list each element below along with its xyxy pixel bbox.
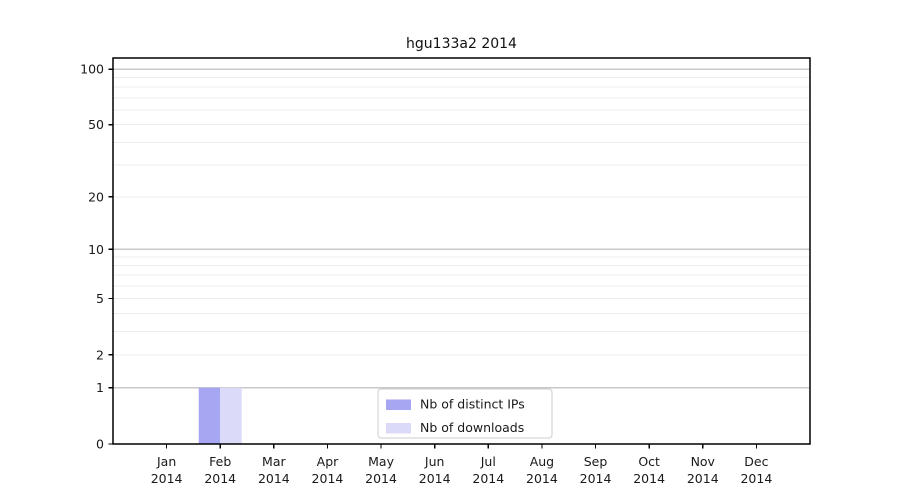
- legend-swatch-downloads: [386, 423, 411, 434]
- x-tick-label: Nov 2014: [687, 454, 719, 486]
- x-tick-label: Oct 2014: [633, 454, 665, 486]
- x-tick-label: Jul 2014: [472, 454, 504, 486]
- legend-label: Nb of distinct IPs: [420, 397, 525, 412]
- y-tick-label: 100: [80, 62, 104, 77]
- legend: [377, 388, 553, 439]
- y-tick-label: 0: [96, 437, 104, 452]
- y-tick-label: 2: [96, 347, 104, 362]
- y-tick-label: 10: [88, 242, 104, 257]
- bar-distinct-ips: [198, 387, 221, 444]
- plot-border: [112, 57, 811, 445]
- x-tick-label: Jan 2014: [151, 454, 183, 486]
- chart-title: hgu133a2 2014: [406, 36, 517, 52]
- x-tick-label: Mar 2014: [258, 454, 290, 486]
- x-tick-label: Sep 2014: [580, 454, 612, 486]
- x-tick-label: Jun 2014: [419, 454, 451, 486]
- y-tick-label: 1: [96, 380, 104, 395]
- y-tick-label: 5: [96, 291, 104, 306]
- x-tick-label: Dec 2014: [740, 454, 772, 486]
- x-tick-label: Apr 2014: [312, 454, 344, 486]
- legend-swatch-distinct-ips: [386, 399, 411, 410]
- y-tick-label: 20: [88, 189, 104, 204]
- y-tick-label: 50: [88, 117, 104, 132]
- bar-downloads: [220, 387, 242, 444]
- x-tick-label: Aug 2014: [526, 454, 558, 486]
- x-tick-label: May 2014: [365, 454, 397, 486]
- legend-label: Nb of downloads: [420, 420, 524, 435]
- x-tick-label: Feb 2014: [204, 454, 236, 486]
